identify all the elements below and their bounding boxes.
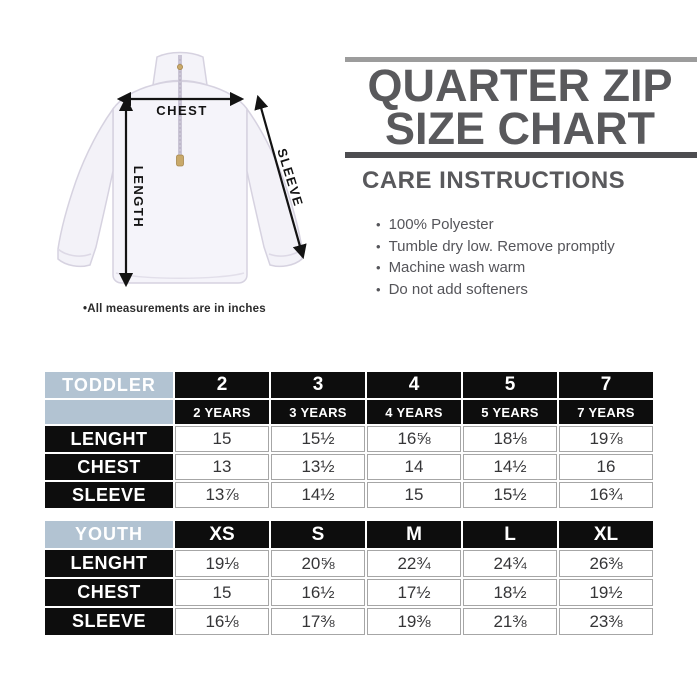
measurement-arrows — [116, 91, 307, 288]
toddler-age-header: 2 YEARS — [175, 400, 269, 424]
toddler-length-value: 19⅞ — [559, 426, 653, 452]
youth-length-value: 19⅛ — [175, 550, 269, 577]
youth-length-value: 20⅝ — [271, 550, 365, 577]
care-item: 100% Polyester — [376, 214, 615, 236]
toddler-size-header: 2 — [175, 372, 269, 398]
toddler-sleeve-value: 14½ — [271, 482, 365, 508]
youth-sleeve-value: 16⅛ — [175, 608, 269, 635]
youth-size-header: XL — [559, 521, 653, 548]
page-title-line2: SIZE CHART — [385, 103, 655, 154]
youth-length-value: 22¾ — [367, 550, 461, 577]
toddler-sleeve-value: 13⅞ — [175, 482, 269, 508]
youth-chest-value: 16½ — [271, 579, 365, 606]
toddler-sleeve-value: 16¾ — [559, 482, 653, 508]
garment-illustration — [57, 51, 303, 284]
care-item: Machine wash warm — [376, 257, 615, 279]
toddler-size-header: 3 — [271, 372, 365, 398]
toddler-length-value: 16⅝ — [367, 426, 461, 452]
youth-length-value: 26⅜ — [559, 550, 653, 577]
youth-row-label-chest: CHEST — [45, 579, 173, 606]
toddler-length-value: 15 — [175, 426, 269, 452]
youth-size-header: XS — [175, 521, 269, 548]
toddler-row-label-chest: CHEST — [45, 454, 173, 480]
toddler-sleeve-value: 15 — [367, 482, 461, 508]
page-title-line1: QUARTER ZIP — [367, 60, 673, 111]
toddler-chest-value: 14 — [367, 454, 461, 480]
care-item: Do not add softeners — [376, 279, 615, 301]
toddler-sleeve-value: 15½ — [463, 482, 557, 508]
youth-length-value: 24¾ — [463, 550, 557, 577]
youth-chest-value: 15 — [175, 579, 269, 606]
youth-chest-value: 17½ — [367, 579, 461, 606]
youth-row-label-sleeve: SLEEVE — [45, 608, 173, 635]
toddler-size-header: 5 — [463, 372, 557, 398]
youth-size-header: L — [463, 521, 557, 548]
toddler-age-header: 4 YEARS — [367, 400, 461, 424]
youth-sleeve-value: 19⅜ — [367, 608, 461, 635]
toddler-chest-value: 13 — [175, 454, 269, 480]
quarter-zip-diagram: CHEST LENGTH SLEEVE — [57, 51, 307, 288]
title-bottom-rule — [345, 152, 697, 158]
youth-size-table: YOUTH XS S M L XL LENGHT 19⅛ 20⅝ 22¾ 24¾… — [45, 521, 653, 635]
youth-sleeve-value: 23⅜ — [559, 608, 653, 635]
toddler-age-header: 7 YEARS — [559, 400, 653, 424]
chest-label: CHEST — [156, 103, 208, 118]
toddler-years-spacer-cell — [45, 400, 173, 424]
length-label: LENGTH — [131, 166, 146, 228]
toddler-chest-value: 14½ — [463, 454, 557, 480]
care-instructions-list: 100% Polyester Tumble dry low. Remove pr… — [376, 214, 615, 300]
youth-sleeve-value: 17⅜ — [271, 608, 365, 635]
youth-size-header: S — [271, 521, 365, 548]
care-instructions-heading: CARE INSTRUCTIONS — [362, 167, 626, 194]
measurements-note: •All measurements are in inches — [83, 303, 266, 315]
youth-sleeve-value: 21⅜ — [463, 608, 557, 635]
youth-size-header: M — [367, 521, 461, 548]
toddler-size-header: 4 — [367, 372, 461, 398]
youth-group-header: YOUTH — [45, 521, 173, 548]
toddler-length-value: 18⅛ — [463, 426, 557, 452]
toddler-row-label-sleeve: SLEEVE — [45, 482, 173, 508]
title-top-rule — [345, 57, 697, 62]
youth-chest-value: 19½ — [559, 579, 653, 606]
care-item: Tumble dry low. Remove promptly — [376, 236, 615, 258]
toddler-length-value: 15½ — [271, 426, 365, 452]
toddler-age-header: 3 YEARS — [271, 400, 365, 424]
toddler-size-table: TODDLER 2 3 4 5 7 2 YEARS 3 YEARS 4 YEAR… — [45, 372, 653, 508]
toddler-chest-value: 13½ — [271, 454, 365, 480]
toddler-group-header: TODDLER — [45, 372, 173, 398]
sleeve-arrow — [254, 94, 307, 260]
toddler-age-header: 5 YEARS — [463, 400, 557, 424]
toddler-size-header: 7 — [559, 372, 653, 398]
youth-chest-value: 18½ — [463, 579, 557, 606]
toddler-chest-value: 16 — [559, 454, 653, 480]
youth-row-label-length: LENGHT — [45, 550, 173, 577]
page-title: QUARTER ZIP SIZE CHART — [343, 60, 697, 154]
toddler-row-label-length: LENGHT — [45, 426, 173, 452]
